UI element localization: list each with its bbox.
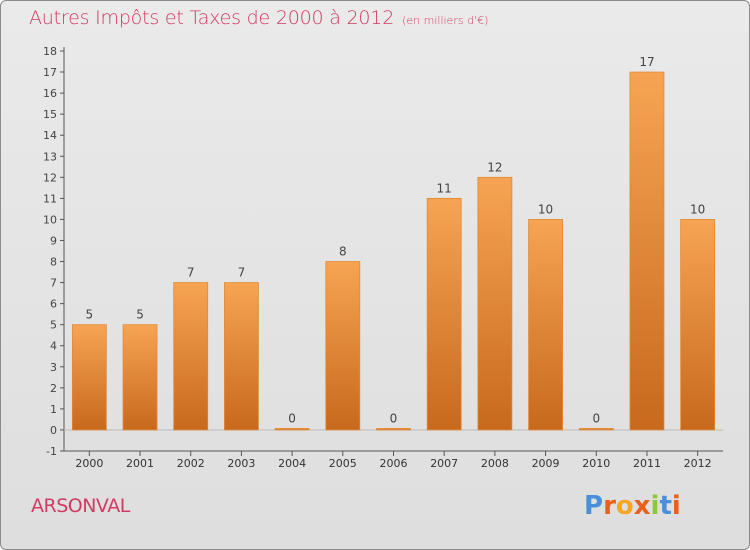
y-tick-label: -1	[46, 445, 57, 458]
y-tick-label: 9	[50, 234, 57, 247]
bar	[224, 282, 259, 431]
logo-letter: o	[615, 491, 634, 521]
chart-unit: (en milliers d'€)	[402, 14, 489, 27]
y-tick-label: 17	[43, 66, 57, 79]
y-tick-label: 1	[50, 403, 57, 416]
data-label: 0	[288, 411, 296, 425]
y-tick-label: 0	[50, 424, 57, 437]
x-tick-label: 2003	[227, 457, 255, 470]
y-tick-label: 13	[43, 150, 57, 163]
x-tick-label: 2005	[329, 457, 357, 470]
chart-title-text: Autres Impôts et Taxes de 2000 à 2012	[29, 7, 395, 29]
bar	[426, 197, 462, 431]
y-tick-label: 2	[50, 382, 57, 395]
bar	[376, 428, 411, 431]
chart-title: Autres Impôts et Taxes de 2000 à 2012 (en…	[29, 7, 488, 29]
data-label: 5	[136, 308, 144, 322]
x-tick-label: 2001	[126, 457, 154, 470]
x-tick-label: 2004	[278, 457, 306, 470]
bar	[71, 324, 107, 431]
y-tick-label: 14	[43, 129, 57, 142]
x-tick-label: 2008	[481, 457, 509, 470]
proxiti-logo[interactable]: Proxiti	[584, 491, 681, 521]
data-label: 17	[639, 55, 654, 69]
logo-letter: P	[584, 491, 604, 521]
data-label: 7	[238, 266, 246, 280]
bar	[680, 219, 716, 431]
logo-letter: x	[633, 491, 651, 521]
logo-letter: i	[671, 491, 681, 521]
bar	[173, 282, 209, 431]
bar	[274, 428, 310, 431]
y-tick-label: 10	[43, 213, 57, 226]
data-label: 7	[187, 266, 195, 280]
bar	[528, 219, 563, 431]
y-tick-label: 15	[43, 108, 57, 121]
data-label: 0	[390, 411, 398, 425]
x-tick-label: 2007	[430, 457, 458, 470]
data-label: 10	[538, 202, 553, 216]
y-tick-label: 5	[50, 319, 57, 332]
data-label: 5	[86, 308, 94, 322]
commune-name: ARSONVAL	[31, 495, 130, 517]
y-tick-label: 7	[50, 277, 57, 290]
y-tick-label: 16	[43, 87, 57, 100]
y-tick-label: 6	[50, 298, 57, 311]
y-tick-label: 12	[43, 171, 57, 184]
bar	[578, 428, 614, 431]
x-tick-label: 2009	[532, 457, 560, 470]
x-tick-label: 2010	[582, 457, 610, 470]
logo-letter: t	[659, 491, 672, 521]
x-tick-label: 2012	[684, 457, 712, 470]
x-tick-label: 2002	[177, 457, 205, 470]
data-label: 12	[487, 160, 502, 174]
bar	[629, 71, 665, 431]
data-label: 0	[592, 411, 600, 425]
bar	[325, 261, 361, 431]
y-tick-label: 3	[50, 361, 57, 374]
y-tick-label: 4	[50, 340, 57, 353]
data-label: 10	[690, 202, 705, 216]
y-tick-label: 11	[43, 192, 57, 205]
bar	[122, 324, 158, 431]
bar	[477, 176, 513, 431]
data-label: 11	[437, 181, 452, 195]
y-tick-label: 18	[43, 45, 57, 58]
data-label: 8	[339, 245, 347, 259]
logo-letter: i	[650, 491, 660, 521]
x-tick-label: 2000	[75, 457, 103, 470]
y-tick-label: 8	[50, 256, 57, 269]
x-tick-label: 2011	[633, 457, 661, 470]
x-tick-label: 2006	[380, 457, 408, 470]
logo-letter: r	[603, 491, 616, 521]
